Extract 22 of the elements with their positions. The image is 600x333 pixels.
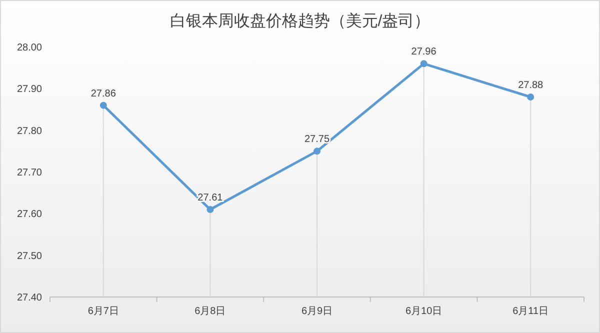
data-label: 27.86	[90, 88, 116, 100]
point	[527, 94, 534, 100]
x-tick-label: 6月8日	[194, 306, 226, 317]
y-tick-label: 27.90	[16, 84, 42, 96]
y-tick-label: 27.70	[16, 168, 42, 178]
x-tick-label: 6月10日	[405, 306, 442, 317]
point	[420, 60, 428, 68]
y-tick-label: 27.80	[16, 126, 42, 137]
point	[314, 148, 320, 155]
x-tick-label: 6月7日	[88, 306, 119, 317]
x-tick-label: 6月11日	[512, 306, 549, 317]
data-label: 27.88	[518, 80, 544, 91]
data-label: 27.96	[411, 46, 437, 58]
y-tick-label: 27.40	[16, 292, 42, 304]
chart-title: 白银本周收盘价格趋势（美元/盎司）	[170, 12, 430, 30]
y-tick-label: 27.50	[16, 250, 42, 262]
point	[100, 102, 107, 109]
x-tick-label: 6月9日	[301, 306, 333, 317]
y-tick-label: 28.00	[16, 42, 42, 54]
y-tick-label: 27.60	[16, 209, 42, 220]
point	[206, 206, 214, 213]
data-label: 27.75	[304, 134, 330, 146]
